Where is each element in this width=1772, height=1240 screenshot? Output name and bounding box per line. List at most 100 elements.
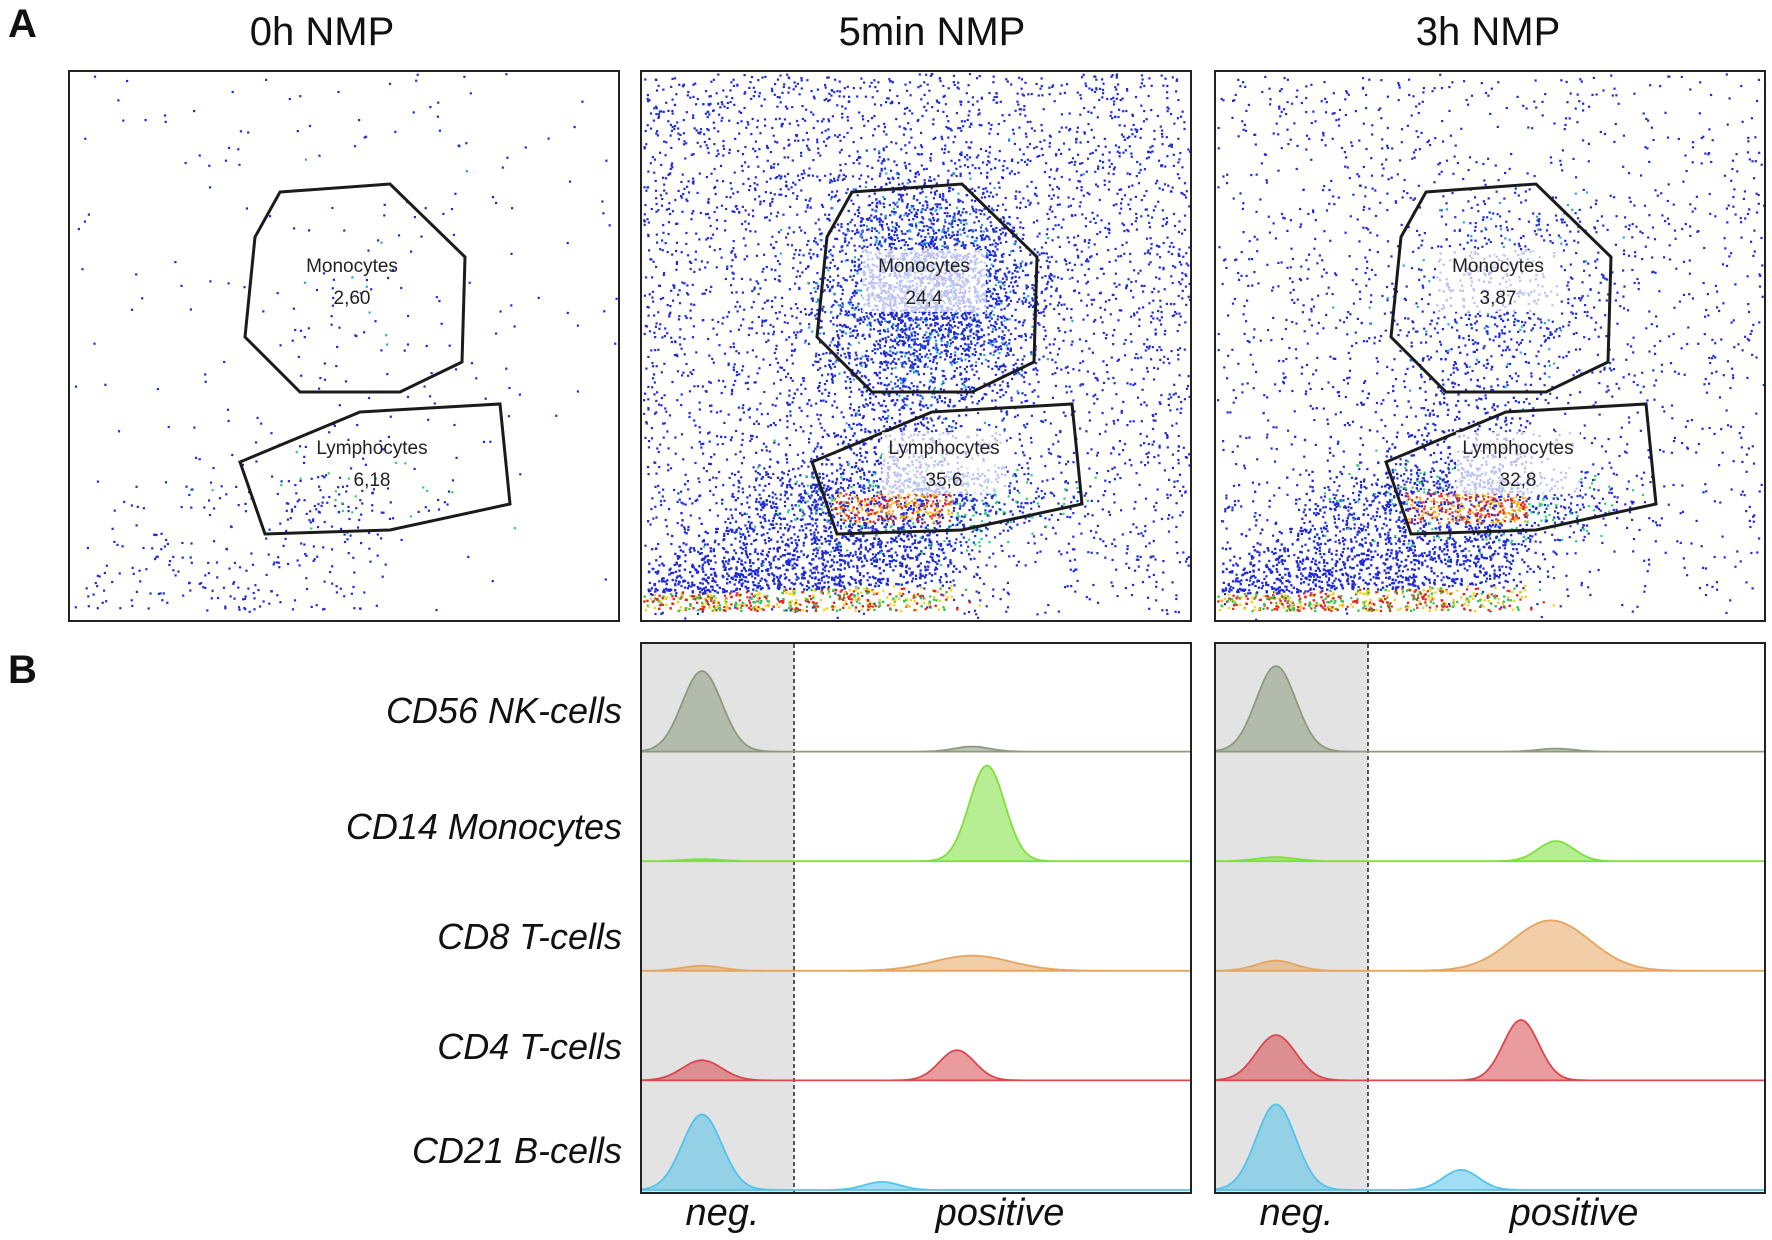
event-dot bbox=[1017, 103, 1020, 106]
event-dot bbox=[878, 217, 881, 220]
event-dot bbox=[684, 157, 687, 160]
event-dot bbox=[713, 453, 716, 456]
event-dot bbox=[963, 156, 967, 159]
event-dot bbox=[664, 327, 667, 330]
event-dot bbox=[1112, 446, 1115, 449]
event-dot bbox=[1032, 221, 1035, 224]
event-dot bbox=[873, 79, 876, 82]
event-dot bbox=[338, 493, 341, 496]
event-dot bbox=[676, 355, 679, 358]
event-dot bbox=[604, 578, 607, 581]
event-dot bbox=[752, 86, 755, 89]
event-dot bbox=[956, 311, 959, 314]
event-dot bbox=[851, 259, 854, 262]
event-dot bbox=[1129, 260, 1132, 263]
event-dot bbox=[740, 164, 744, 168]
event-dot bbox=[693, 270, 696, 273]
event-dot bbox=[725, 95, 728, 98]
event-dot bbox=[1174, 392, 1177, 395]
event-dot bbox=[668, 313, 671, 316]
event-dot bbox=[987, 160, 990, 163]
event-dot bbox=[799, 261, 802, 264]
event-dot bbox=[973, 609, 977, 612]
event-dot bbox=[726, 106, 729, 110]
event-dot bbox=[1174, 310, 1177, 314]
event-dot bbox=[1101, 267, 1104, 270]
event-dot bbox=[673, 286, 676, 289]
event-dot bbox=[749, 185, 752, 188]
event-dot bbox=[1161, 129, 1164, 132]
event-dot bbox=[1112, 343, 1115, 346]
event-dot bbox=[675, 261, 679, 264]
event-dot bbox=[1110, 581, 1113, 584]
event-dot bbox=[828, 250, 831, 253]
event-dot bbox=[1098, 98, 1101, 102]
event-dot bbox=[780, 175, 783, 178]
event-dot bbox=[1073, 163, 1076, 166]
event-dot bbox=[988, 92, 991, 95]
event-dot bbox=[878, 332, 882, 335]
event-dot bbox=[172, 555, 175, 558]
event-dot bbox=[860, 217, 863, 220]
event-dot bbox=[810, 538, 813, 541]
event-dot bbox=[1151, 311, 1154, 314]
event-dot bbox=[734, 552, 738, 555]
event-dot bbox=[1159, 402, 1162, 406]
event-dot bbox=[907, 386, 910, 389]
event-dot bbox=[321, 474, 324, 478]
event-dot bbox=[287, 480, 290, 483]
event-dot bbox=[938, 352, 941, 355]
event-dot bbox=[680, 404, 683, 407]
event-dot bbox=[1005, 610, 1008, 613]
event-dot bbox=[643, 147, 646, 150]
event-dot bbox=[843, 87, 846, 90]
event-dot bbox=[956, 224, 959, 227]
event-dot bbox=[1101, 161, 1105, 164]
event-dot bbox=[831, 180, 834, 183]
event-dot bbox=[690, 303, 693, 306]
event-dot bbox=[367, 531, 371, 534]
event-dot bbox=[1102, 92, 1105, 95]
event-dot bbox=[501, 166, 504, 169]
event-dot bbox=[1188, 395, 1190, 398]
event-dot bbox=[815, 241, 818, 244]
event-dot bbox=[827, 118, 830, 121]
event-dot bbox=[922, 225, 925, 228]
event-dot bbox=[667, 207, 670, 210]
event-dot bbox=[805, 108, 808, 111]
event-dot bbox=[914, 429, 917, 432]
event-dot bbox=[825, 266, 828, 269]
event-dot bbox=[764, 191, 767, 194]
event-dot bbox=[842, 575, 845, 578]
event-dot bbox=[1102, 331, 1105, 334]
event-dot bbox=[360, 513, 363, 516]
event-dot bbox=[662, 296, 665, 300]
event-dot bbox=[1051, 85, 1054, 88]
event-dot bbox=[974, 189, 977, 192]
event-dot bbox=[1114, 545, 1117, 548]
event-dot bbox=[823, 245, 826, 248]
event-dot bbox=[1117, 255, 1120, 258]
event-dot bbox=[1177, 137, 1180, 140]
event-dot bbox=[908, 109, 911, 112]
event-dot bbox=[1165, 136, 1168, 139]
event-dot bbox=[304, 553, 307, 556]
event-dot bbox=[1130, 152, 1133, 155]
event-dot bbox=[1140, 82, 1143, 85]
event-dot bbox=[1153, 287, 1156, 290]
event-dot bbox=[1086, 157, 1090, 160]
event-dot bbox=[789, 410, 792, 413]
event-dot bbox=[746, 121, 749, 124]
event-dot bbox=[700, 446, 703, 449]
event-dot bbox=[925, 73, 928, 76]
event-dot bbox=[131, 566, 134, 569]
event-dot bbox=[1134, 382, 1137, 385]
event-dot bbox=[824, 365, 827, 368]
event-dot bbox=[819, 341, 822, 344]
event-dot bbox=[407, 315, 410, 318]
event-dot bbox=[797, 577, 800, 580]
event-dot bbox=[1129, 198, 1132, 201]
event-dot bbox=[994, 373, 997, 376]
event-dot bbox=[785, 458, 788, 461]
event-dot bbox=[792, 397, 795, 400]
